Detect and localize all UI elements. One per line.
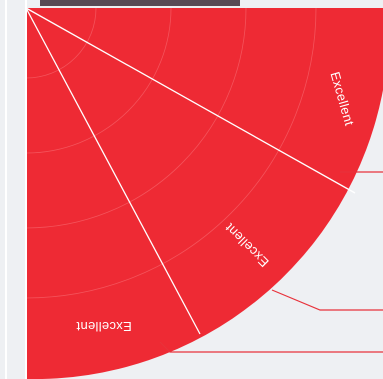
divider-line-1 bbox=[25, 7, 356, 194]
top-bar bbox=[40, 0, 240, 6]
ring-3 bbox=[25, 7, 247, 229]
segment-dividers bbox=[25, 7, 356, 335]
segment-label-3: Excellent bbox=[76, 319, 132, 334]
leader-lines bbox=[159, 171, 383, 353]
ring-4 bbox=[25, 7, 317, 299]
leader-line-3 bbox=[159, 341, 383, 353]
concentric-rings bbox=[25, 7, 317, 299]
ring-2 bbox=[25, 7, 172, 154]
fan-background bbox=[26, 8, 383, 379]
leader-line-2 bbox=[271, 289, 383, 311]
divider-line-2 bbox=[25, 7, 201, 335]
ring-1 bbox=[25, 7, 97, 79]
